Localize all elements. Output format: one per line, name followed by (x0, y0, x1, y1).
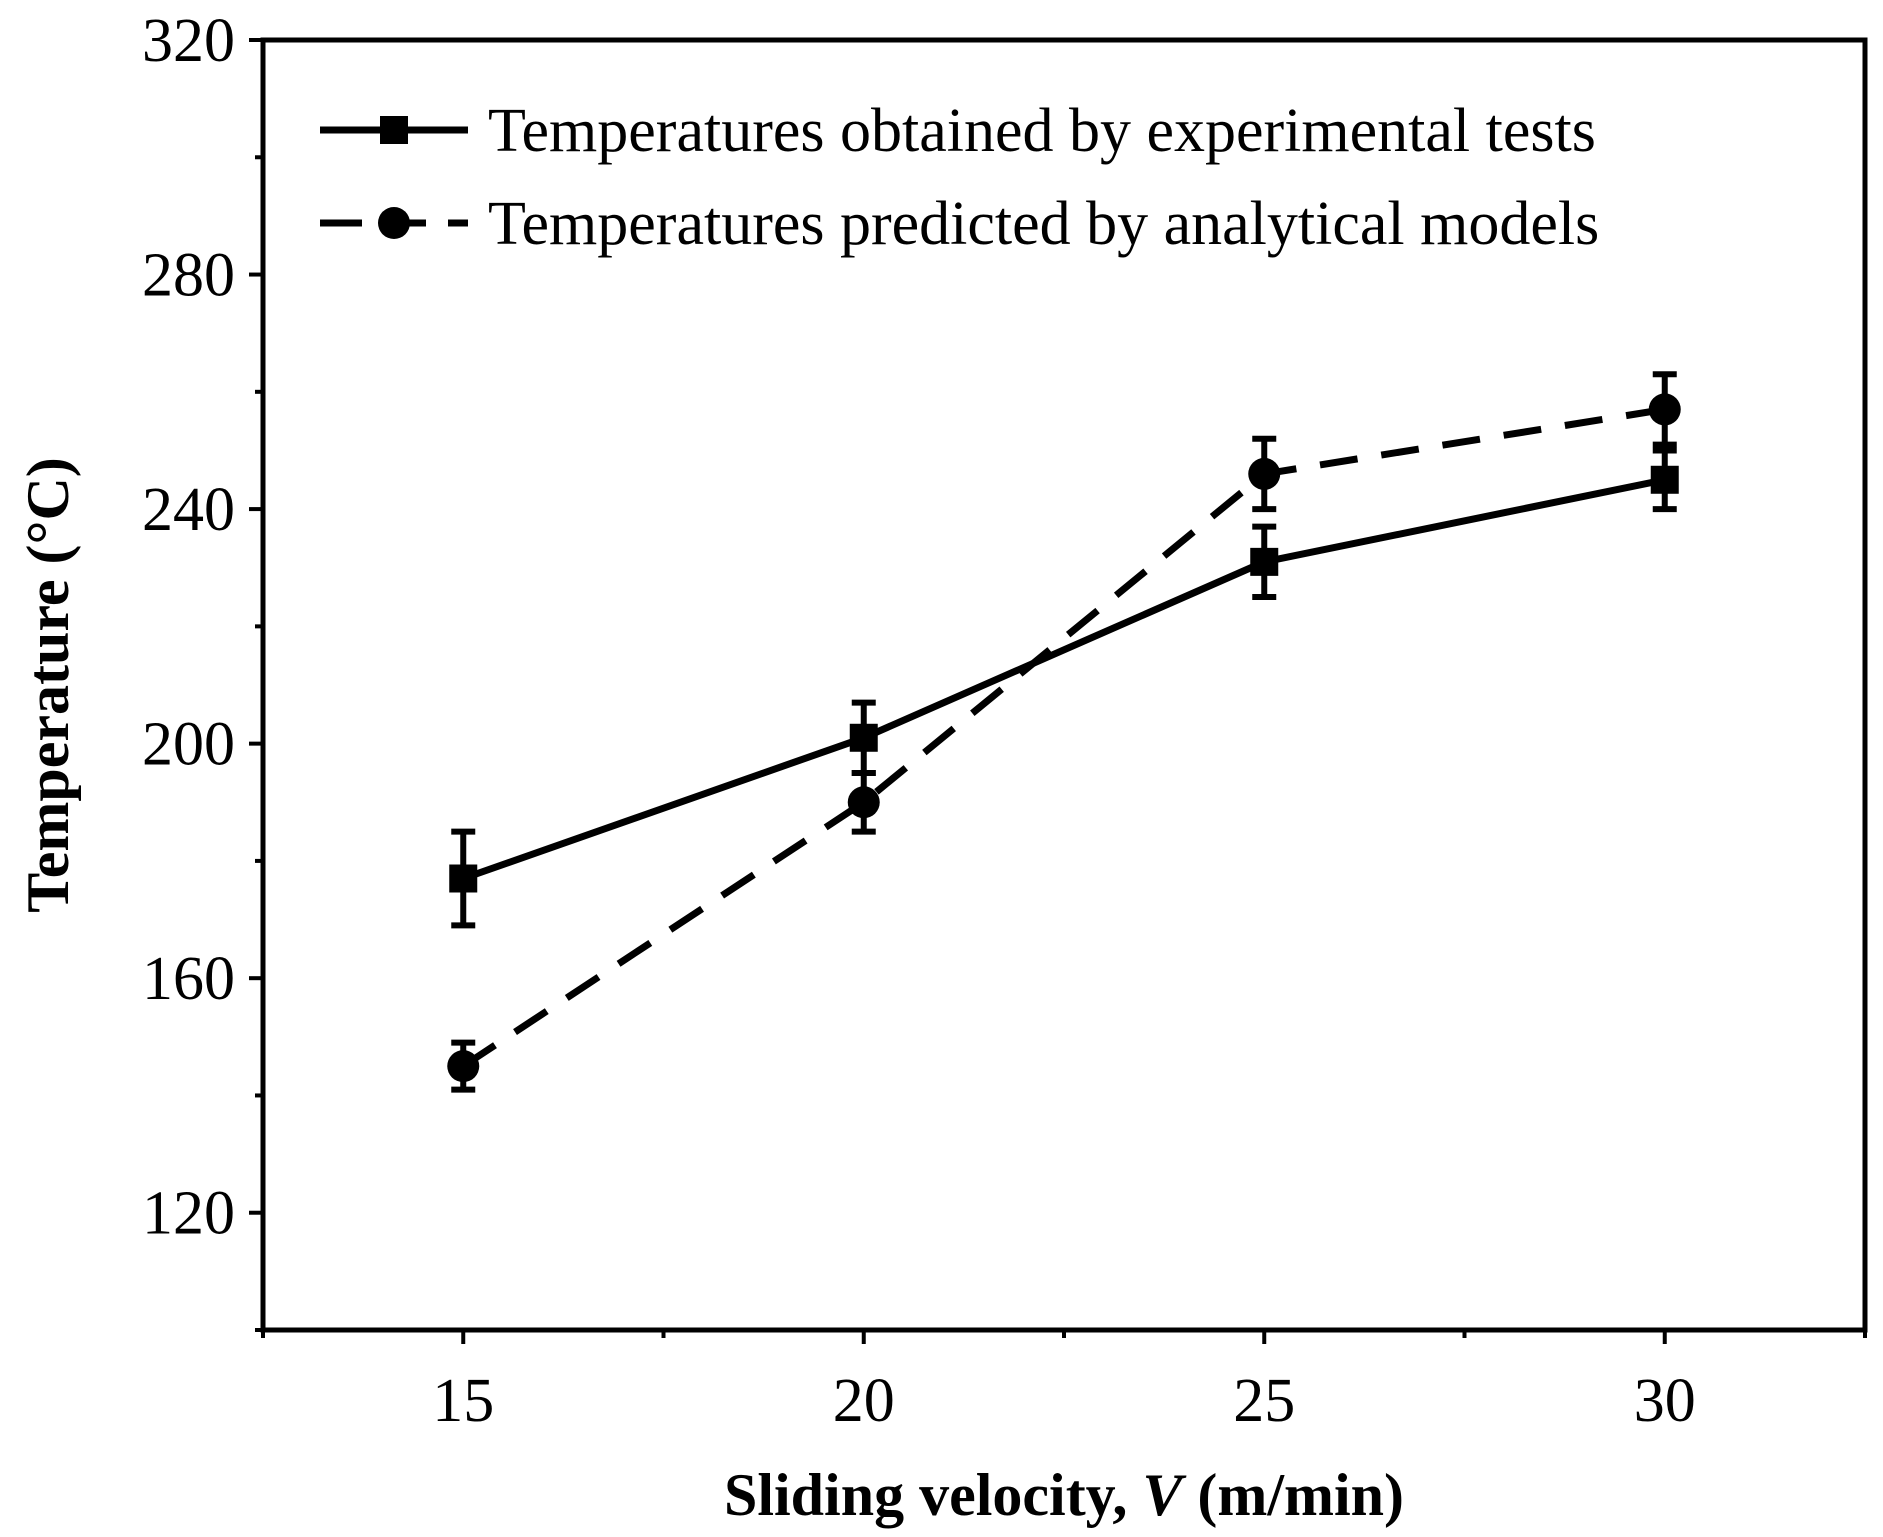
x-axis-title: Sliding velocity, V (m/min) (724, 1462, 1404, 1528)
x-axis-title-suffix: (m/min) (1182, 1462, 1404, 1528)
data-point (1650, 465, 1679, 494)
series-layer (447, 371, 1681, 1093)
x-tick-label: 25 (1233, 1367, 1295, 1435)
x-tick-label: 30 (1634, 1367, 1696, 1435)
data-point (849, 723, 878, 752)
y-axis: 120 160 200 240 280 320 (142, 7, 263, 1332)
x-axis: 15 20 25 30 (261, 1330, 1867, 1435)
data-point (1648, 393, 1681, 426)
series-2 (447, 371, 1681, 1093)
legend: Temperatures obtained by experimental te… (320, 97, 1599, 258)
y-tick-label: 240 (142, 476, 235, 544)
y-tick-label: 280 (142, 242, 235, 310)
legend-marker (378, 207, 410, 239)
y-tick-label: 160 (142, 945, 235, 1013)
series-line (462, 476, 1666, 882)
series-line (461, 405, 1666, 1070)
y-tick-label: 200 (142, 711, 235, 779)
x-tick-label: 20 (833, 1367, 895, 1435)
data-point (449, 864, 478, 893)
legend-marker (380, 116, 408, 144)
legend-label: Temperatures predicted by analytical mod… (488, 190, 1599, 258)
y-tick-label: 120 (142, 1180, 235, 1248)
y-axis-title: Temperature (°C) (15, 457, 81, 913)
legend-label: Temperatures obtained by experimental te… (488, 97, 1596, 165)
data-point (1250, 547, 1279, 576)
x-axis-title-variable: V (1142, 1462, 1187, 1528)
data-point (447, 1050, 480, 1083)
x-axis-title-prefix: Sliding velocity, (724, 1462, 1142, 1528)
x-tick-label: 15 (432, 1367, 494, 1435)
y-tick-label: 320 (142, 7, 235, 75)
data-point (1248, 457, 1281, 490)
data-point (847, 786, 880, 819)
series-1 (449, 447, 1679, 929)
